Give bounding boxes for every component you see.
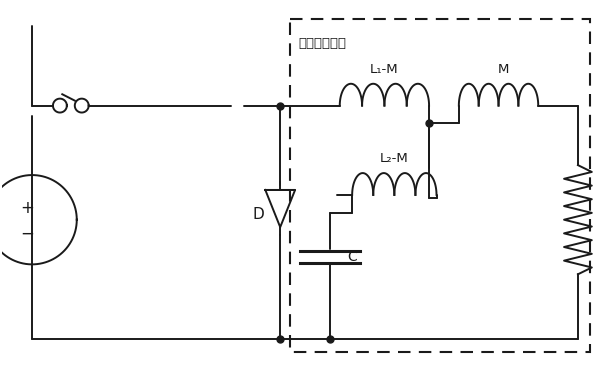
- Text: −: −: [20, 224, 34, 243]
- Text: +: +: [20, 199, 34, 217]
- Text: L₂-M: L₂-M: [380, 152, 409, 165]
- Text: L₁-M: L₁-M: [370, 63, 399, 76]
- Text: 纹波抗消电路: 纹波抗消电路: [298, 37, 346, 50]
- Text: D: D: [253, 207, 264, 222]
- Text: M: M: [498, 63, 509, 76]
- Text: C: C: [347, 250, 357, 264]
